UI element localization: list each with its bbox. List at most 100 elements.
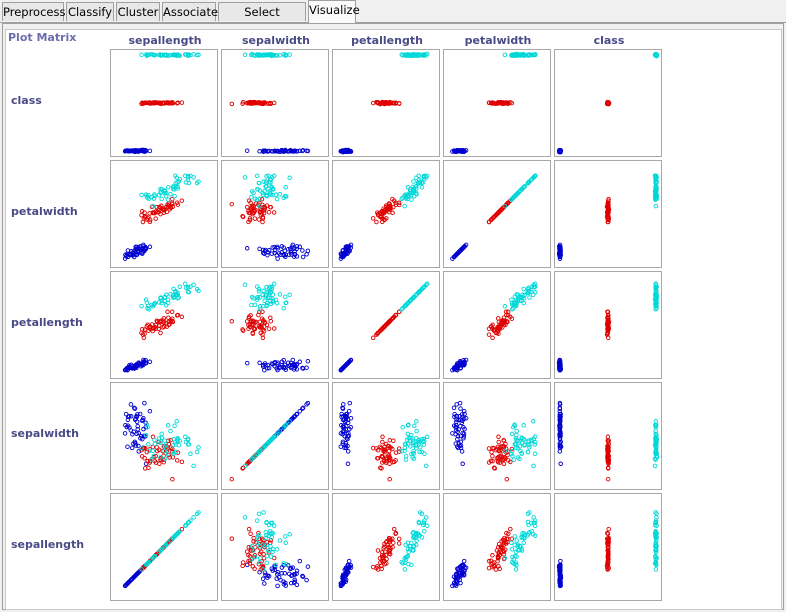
data-point [266,548,271,553]
data-point [283,185,288,190]
data-point [240,466,245,471]
data-point [131,405,137,411]
scatter-cell-petalwidth-vs-petalwidth[interactable] [443,160,551,268]
data-point [305,358,311,364]
data-point [347,400,353,406]
scatter-cell-sepallength-vs-sepallength[interactable] [110,493,218,601]
scatter-cell-sepallength-vs-petalwidth[interactable] [443,493,551,601]
data-point [264,560,269,565]
scatter-cell-sepalwidth-vs-class[interactable] [554,382,662,490]
scatter-cell-sepalwidth-vs-petalwidth[interactable] [443,382,551,490]
data-point [144,422,150,428]
data-point [509,431,515,437]
data-point [244,148,250,153]
tab-visualize[interactable]: Visualize [308,0,360,23]
data-point [274,572,280,577]
scatter-cell-petalwidth-vs-sepallength[interactable] [110,160,218,268]
data-point [229,101,235,107]
data-point [407,435,413,441]
data-point [377,555,383,561]
scatter-cell-petallength-vs-class[interactable] [554,271,662,379]
data-point [254,173,260,179]
scatter-cell-petalwidth-vs-sepalwidth[interactable] [221,160,329,268]
scatter-cell-petalwidth-vs-petallength[interactable] [332,160,440,268]
data-point [170,101,176,106]
tab-select-attributes[interactable]: Select attributes [218,2,306,38]
data-point [375,455,380,461]
data-point [457,362,462,368]
data-point [137,411,143,417]
scatter-cell-sepalwidth-vs-petallength[interactable] [332,382,440,490]
data-point [460,562,465,568]
data-point [175,438,180,443]
data-point [408,188,413,194]
data-point [240,214,246,220]
data-point [370,216,376,221]
data-point [341,428,346,433]
scatter-cell-class-vs-sepalwidth[interactable] [221,49,329,157]
data-point [339,149,344,154]
scatter-plot-class-vs-sepalwidth [229,51,311,154]
data-point [463,357,469,363]
tab-classify[interactable]: Classify [66,2,114,21]
scatter-cell-petallength-vs-sepallength[interactable] [110,271,218,379]
scatter-cell-sepalwidth-vs-sepallength[interactable] [110,382,218,490]
scatter-cell-sepalwidth-vs-sepalwidth[interactable] [221,382,329,490]
scatter-cell-class-vs-sepallength[interactable] [110,49,218,157]
data-point [375,567,381,572]
data-point [252,196,258,201]
scatter-cell-petallength-vs-sepalwidth[interactable] [221,271,329,379]
data-point [146,465,151,471]
data-point [399,307,404,312]
data-point [411,179,416,184]
data-point [339,582,344,588]
data-point [264,300,270,306]
data-point [136,443,141,449]
scatter-cell-class-vs-petalwidth[interactable] [443,49,551,157]
data-point [557,580,563,586]
scatter-cell-class-vs-class[interactable] [554,49,662,157]
scatter-cell-sepallength-vs-petallength[interactable] [332,493,440,601]
data-point [141,426,146,432]
data-point [342,567,347,573]
data-point [653,442,658,447]
column-label-petalwidth: petalwidth [464,34,532,47]
scatter-cell-class-vs-petallength[interactable] [332,49,440,157]
data-point [143,246,149,251]
scatter-cell-petallength-vs-petalwidth[interactable] [443,271,551,379]
data-point [162,544,167,549]
tab-associate[interactable]: Associate [162,2,218,21]
plot-matrix-title: Plot Matrix [8,31,77,44]
data-point [463,415,469,421]
data-point [141,147,146,153]
data-point [283,422,289,428]
data-point [451,254,457,260]
data-point [396,541,402,546]
data-point [158,440,163,445]
data-point [414,532,419,538]
data-point [174,200,180,205]
data-point [343,362,349,368]
scatter-cell-sepallength-vs-sepalwidth[interactable] [221,493,329,601]
data-point [391,438,396,443]
tab-cluster[interactable]: Cluster [116,2,160,21]
data-point [652,463,658,469]
data-point [653,510,658,515]
data-point [196,445,201,450]
data-point [343,573,349,578]
data-point [244,246,250,251]
data-point [179,198,185,203]
data-point [262,570,268,575]
data-point [515,455,521,460]
data-point [414,53,419,58]
tab-preprocess[interactable]: Preprocess [2,2,65,21]
data-point [288,580,294,586]
data-point [264,519,269,525]
data-point [142,455,147,461]
scatter-cell-petallength-vs-petallength[interactable] [332,271,440,379]
data-point [144,300,150,305]
data-point [262,581,267,586]
scatter-cell-petalwidth-vs-class[interactable] [554,160,662,268]
data-point [159,431,164,437]
scatter-cell-sepallength-vs-class[interactable] [554,493,662,601]
